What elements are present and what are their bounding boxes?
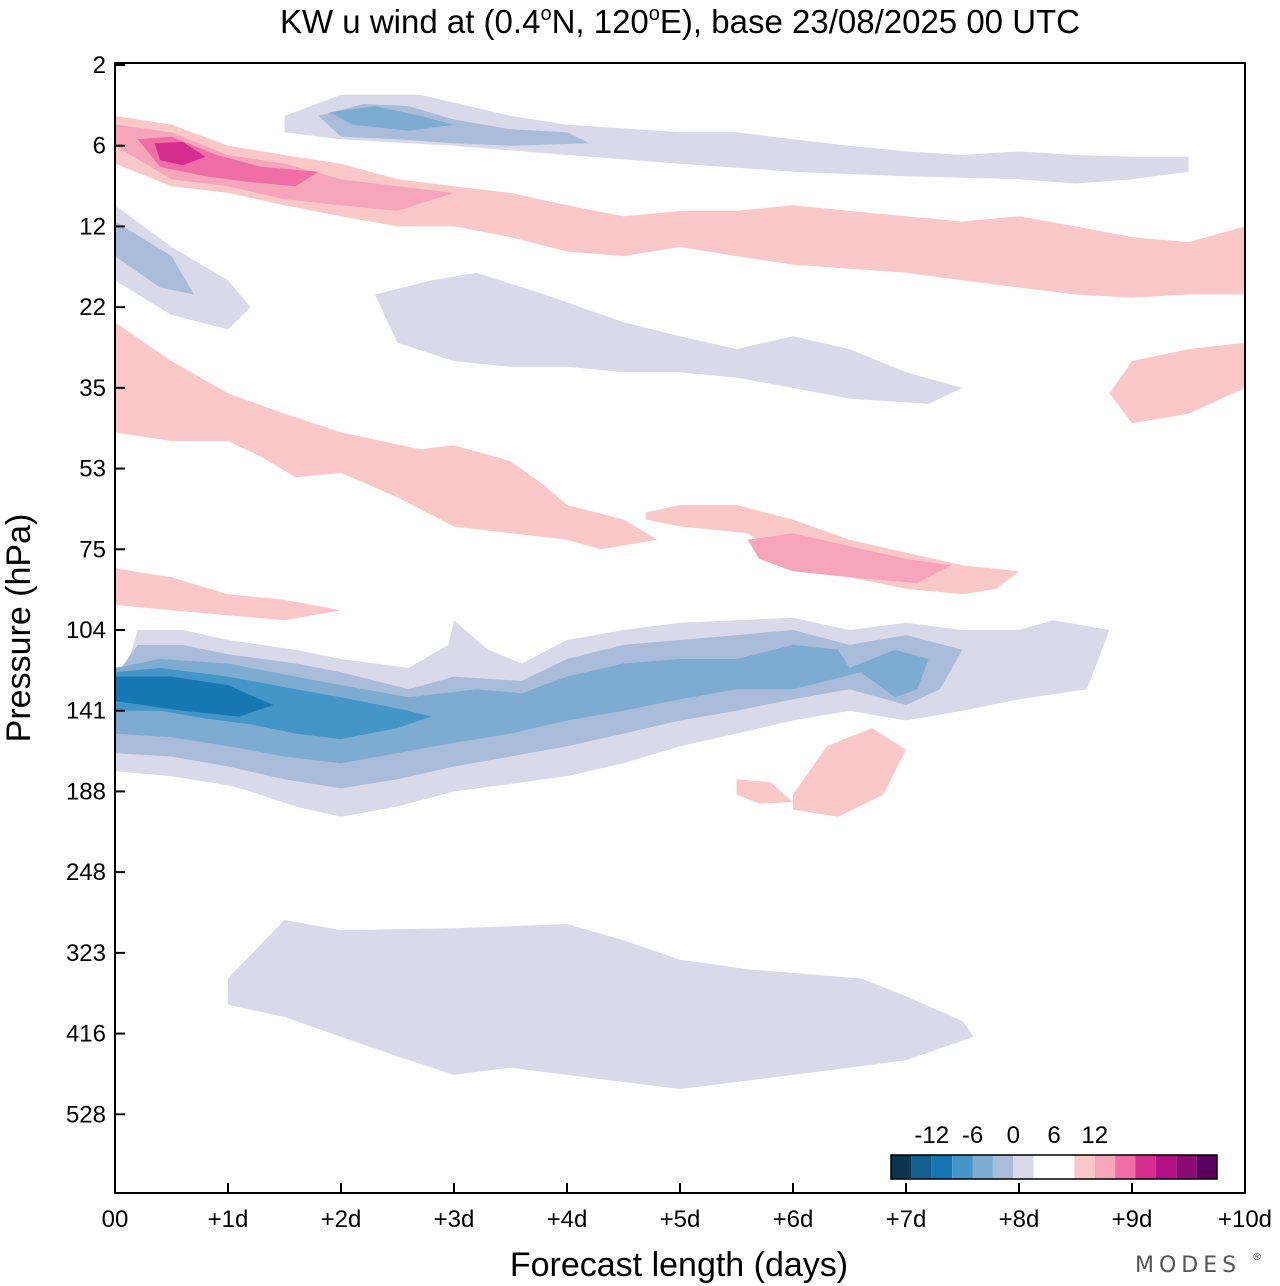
title-superscript: o <box>540 3 551 25</box>
contour-region-16 <box>1109 342 1245 424</box>
legend-swatch <box>1115 1155 1136 1179</box>
legend-swatch <box>1013 1155 1034 1179</box>
legend: -12 -6 0 6 12 <box>890 1122 1218 1180</box>
y-axis-title: Pressure (hPa) <box>0 514 38 743</box>
y-tick-label: 528 <box>66 1101 106 1128</box>
contour-region-15 <box>154 141 206 166</box>
contour-fills <box>115 94 1245 1089</box>
y-tick-label: 141 <box>66 698 106 725</box>
legend-swatch <box>911 1155 932 1179</box>
contour-region-22 <box>329 106 454 131</box>
y-tick-label: 2 <box>93 52 106 79</box>
x-tick-label: 00 <box>102 1206 129 1233</box>
legend-frame <box>890 1154 1218 1180</box>
y-tick-label: 6 <box>93 133 106 160</box>
x-tick-label: +4d <box>547 1206 588 1233</box>
legend-label: 12 <box>1081 1122 1108 1149</box>
x-tick-label: +1d <box>208 1206 249 1233</box>
legend-swatch <box>1176 1155 1197 1179</box>
y-tick-label: 416 <box>66 1021 106 1048</box>
x-axis-title: Forecast length (days) <box>510 1246 848 1284</box>
legend-label: 6 <box>1047 1122 1060 1149</box>
contour-region-20 <box>284 94 1189 184</box>
contour-region-19 <box>374 272 963 404</box>
legend-label: 0 <box>1007 1122 1020 1149</box>
title-segment: E), base 23/08/2025 00 UTC <box>660 3 1080 40</box>
legend-swatch <box>1135 1155 1156 1179</box>
y-tick-label: 75 <box>79 536 106 563</box>
y-tick-label: 188 <box>66 778 106 805</box>
contour-region-4 <box>115 676 274 717</box>
contour-region-8 <box>747 533 952 584</box>
contour-region-10 <box>793 728 906 817</box>
contour-region-13 <box>115 124 454 211</box>
x-tick-label: +3d <box>434 1206 475 1233</box>
brand-mark: ® <box>1252 1252 1262 1263</box>
brand-logo: MODES ® <box>1135 1252 1262 1278</box>
x-tick-label: +7d <box>886 1206 927 1233</box>
x-tick-label: +9d <box>1112 1206 1153 1233</box>
x-tick-label: +10d <box>1218 1206 1272 1233</box>
y-tick-label: 53 <box>79 456 106 483</box>
contour-region-12 <box>115 115 1245 298</box>
y-tick-label: 323 <box>66 940 106 967</box>
x-tick-label: +6d <box>773 1206 814 1233</box>
legend-swatch <box>972 1155 993 1179</box>
legend-swatch <box>992 1155 1014 1179</box>
legend-swatch <box>1094 1155 1116 1179</box>
chart-title: KW u wind at (0.4oN, 120oE), base 23/08/… <box>280 3 1080 40</box>
axes: 00 +1d +2d +3d +4d +5d +6d +7d +8d +9d +10d 2 6 12 22 3… <box>66 52 1272 1233</box>
legend-label: -12 <box>914 1122 949 1149</box>
legend-swatch <box>1074 1155 1095 1179</box>
legend-swatch <box>952 1155 973 1179</box>
contour-region-6 <box>115 322 658 550</box>
legend-swatch <box>1155 1155 1177 1179</box>
x-tick-label: +8d <box>999 1206 1040 1233</box>
title-segment: KW u wind at (0.4 <box>280 3 540 40</box>
contour-region-5 <box>228 919 974 1089</box>
legend-swatch <box>891 1155 912 1179</box>
y-tick-label: 35 <box>79 375 106 402</box>
contour-region-11 <box>736 779 793 804</box>
legend-swatch <box>931 1155 953 1179</box>
legend-swatch <box>1054 1155 1075 1179</box>
title-superscript: o <box>649 3 660 25</box>
legend-swatch <box>1196 1155 1217 1179</box>
legend-label: -6 <box>962 1122 983 1149</box>
x-tick-label: +2d <box>321 1206 362 1233</box>
x-tick-label: +5d <box>660 1206 701 1233</box>
brand-text: MODES <box>1135 1253 1241 1278</box>
y-tick-label: 22 <box>79 294 106 321</box>
contour-region-18 <box>115 221 195 295</box>
y-tick-label: 12 <box>79 213 106 240</box>
y-tick-label: 248 <box>66 859 106 886</box>
title-segment: N, 120 <box>552 3 649 40</box>
contour-region-17 <box>115 205 251 330</box>
y-tick-label: 104 <box>66 617 106 644</box>
contour-region-9 <box>115 568 341 621</box>
legend-swatch <box>1033 1155 1054 1179</box>
